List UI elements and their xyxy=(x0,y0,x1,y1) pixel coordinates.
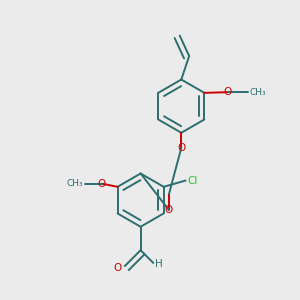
Text: O: O xyxy=(98,179,106,189)
Text: O: O xyxy=(114,263,122,273)
Text: O: O xyxy=(165,205,173,215)
Text: O: O xyxy=(224,87,232,97)
Text: H: H xyxy=(155,259,162,269)
Text: Cl: Cl xyxy=(187,176,197,185)
Text: CH₃: CH₃ xyxy=(67,179,83,188)
Text: CH₃: CH₃ xyxy=(250,88,266,97)
Text: O: O xyxy=(177,143,185,153)
